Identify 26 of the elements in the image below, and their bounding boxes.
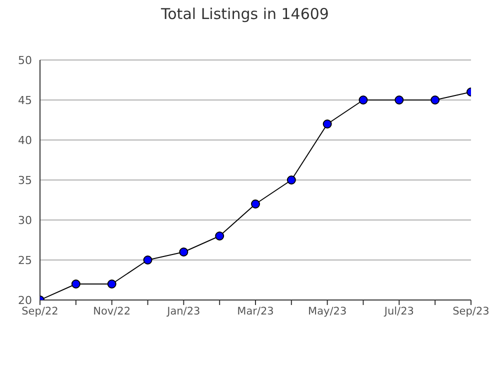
x-tick-label: Mar/23 <box>237 305 274 318</box>
point <box>394 96 404 104</box>
y-tick-label: 50 <box>18 54 32 67</box>
point <box>143 256 152 264</box>
y-tick-label: 35 <box>18 174 32 187</box>
point <box>358 96 368 104</box>
x-tick-label: Sep/23 <box>452 305 490 318</box>
chart-title: Total Listings in 14609 <box>160 5 330 23</box>
x-tick-label: Jan/23 <box>166 305 200 318</box>
x-tick-label: May/23 <box>308 305 347 318</box>
point <box>179 248 188 256</box>
x-tick-label: Sep/22 <box>22 305 58 318</box>
point <box>430 96 440 104</box>
x-tick-label: Jul/23 <box>383 305 414 318</box>
y-tick-label: 20 <box>18 294 32 307</box>
point <box>71 280 80 288</box>
point <box>215 232 224 240</box>
y-tick-label: 40 <box>18 134 32 147</box>
point <box>251 200 260 208</box>
x-tick-label: Nov/22 <box>93 305 131 318</box>
point <box>107 280 116 288</box>
y-tick-label: 30 <box>18 214 32 227</box>
point <box>322 120 332 128</box>
y-tick-label: 45 <box>18 94 32 107</box>
point <box>286 176 296 184</box>
y-tick-label: 25 <box>18 254 32 267</box>
